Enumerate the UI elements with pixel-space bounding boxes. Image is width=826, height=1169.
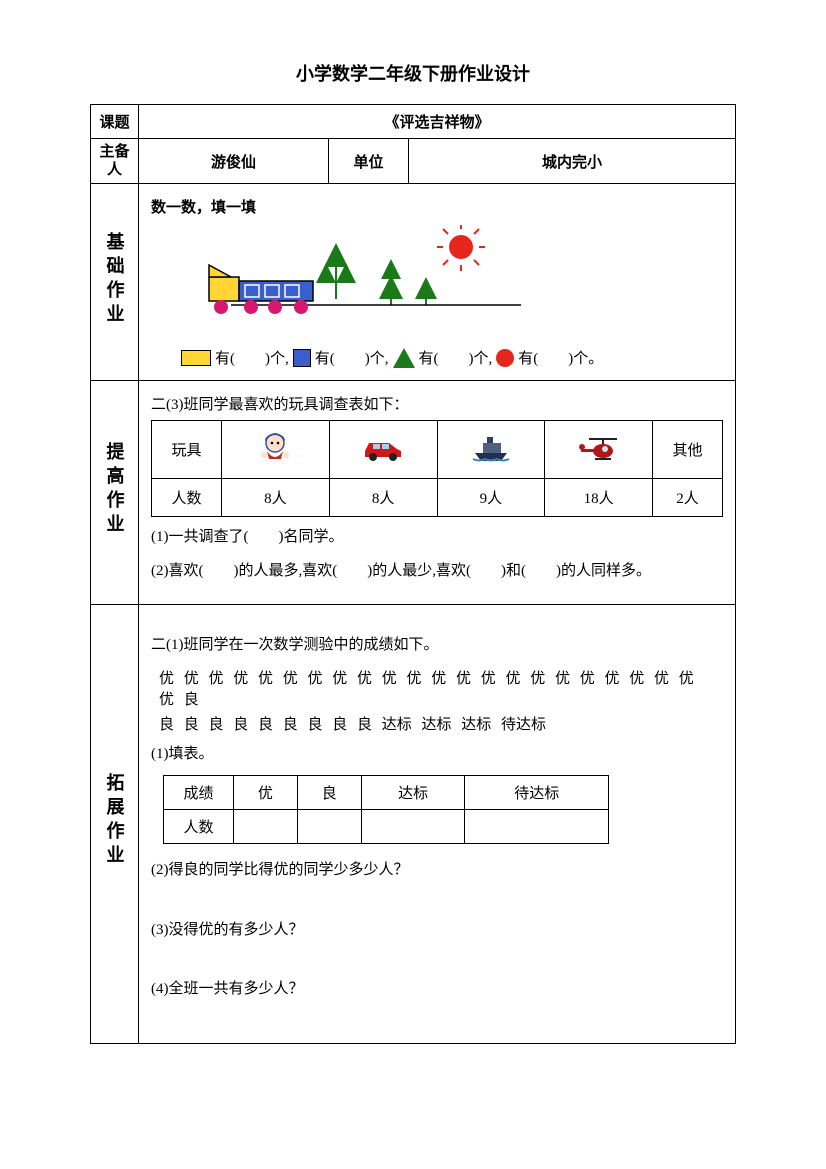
legend-tri-text: 有( )个, <box>419 347 493 368</box>
section2-q2: (2)喜欢( )的人最多,喜欢( )的人最少,喜欢( )和( )的人同样多。 <box>151 559 723 585</box>
author-label: 主备人 <box>91 139 139 184</box>
grade-col-1: 良 <box>297 776 361 810</box>
toy-doll-icon <box>222 421 330 479</box>
grades-line1: 优 优 优 优 优 优 优 优 优 优 优 优 优 优 优 优 优 优 优 优 … <box>159 667 715 709</box>
legend-rect-text: 有( )个, <box>215 347 289 368</box>
section3-q1: (1)填表。 <box>151 742 723 768</box>
grade-blank-1[interactable] <box>297 810 361 844</box>
grade-blank-2[interactable] <box>361 810 465 844</box>
topic-value: 《评选吉祥物》 <box>139 105 736 139</box>
toy-table: 玩具 <box>151 420 723 517</box>
grade-col-0: 优 <box>234 776 298 810</box>
section1-label: 基础作业 <box>91 184 139 381</box>
author-value: 游俊仙 <box>139 139 329 184</box>
grade-blank-0[interactable] <box>234 810 298 844</box>
count-1: 8人 <box>329 479 437 517</box>
legend-circ-text: 有( )个。 <box>518 347 603 368</box>
grades-line2: 良 良 良 良 良 良 良 良 良 达标 达标 达标 待达标 <box>159 713 715 734</box>
section3-q3: (3)没得优的有多少人？ <box>151 918 723 944</box>
section3-q4: (4)全班一共有多少人？ <box>151 977 723 1003</box>
grade-header-label: 成绩 <box>164 776 234 810</box>
grade-col-2: 达标 <box>361 776 465 810</box>
section3-intro: 二(1)班同学在一次数学测验中的成绩如下。 <box>151 633 723 659</box>
toy-ship-icon <box>437 421 545 479</box>
yellow-rect-icon <box>181 350 211 366</box>
section2-q1: (1)一共调查了( )名同学。 <box>151 525 723 551</box>
grade-count-label: 人数 <box>164 810 234 844</box>
section1-content: 数一数，填一填 <box>139 184 736 381</box>
section2-intro: 二(3)班同学最喜欢的玩具调查表如下： <box>151 393 723 414</box>
toy-helicopter-icon <box>545 421 653 479</box>
count-row-header: 人数 <box>152 479 222 517</box>
worksheet-table: 课题 《评选吉祥物》 主备人 游俊仙 单位 城内完小 基础作业 数一数，填一填 <box>90 104 736 1044</box>
green-triangle-icon <box>393 348 415 368</box>
topic-label: 课题 <box>91 105 139 139</box>
section3-content: 二(1)班同学在一次数学测验中的成绩如下。 优 优 优 优 优 优 优 优 优 … <box>139 605 736 1044</box>
counting-scene <box>191 225 723 335</box>
section2-content: 二(3)班同学最喜欢的玩具调查表如下： 玩具 <box>139 381 736 605</box>
count-0: 8人 <box>222 479 330 517</box>
grade-blank-3[interactable] <box>465 810 609 844</box>
grade-col-3: 待达标 <box>465 776 609 810</box>
unit-label: 单位 <box>329 139 409 184</box>
count-2: 9人 <box>437 479 545 517</box>
toy-other-header: 其他 <box>653 421 723 479</box>
toy-car-icon <box>329 421 437 479</box>
count-4: 2人 <box>653 479 723 517</box>
grades-table: 成绩 优 良 达标 待达标 人数 <box>163 775 609 844</box>
section2-label: 提高作业 <box>91 381 139 605</box>
count-3: 18人 <box>545 479 653 517</box>
toy-row-header: 玩具 <box>152 421 222 479</box>
blue-square-icon <box>293 349 311 367</box>
legend-sq-text: 有( )个, <box>315 347 389 368</box>
unit-value: 城内完小 <box>409 139 736 184</box>
legend-row: 有( )个, 有( )个, 有( )个, 有( )个。 <box>181 347 723 368</box>
section3-label: 拓展作业 <box>91 605 139 1044</box>
red-circle-icon <box>496 349 514 367</box>
section1-prompt: 数一数，填一填 <box>151 196 723 217</box>
section3-q2: (2)得良的同学比得优的同学少多少人？ <box>151 858 723 884</box>
page-title: 小学数学二年级下册作业设计 <box>90 60 736 86</box>
